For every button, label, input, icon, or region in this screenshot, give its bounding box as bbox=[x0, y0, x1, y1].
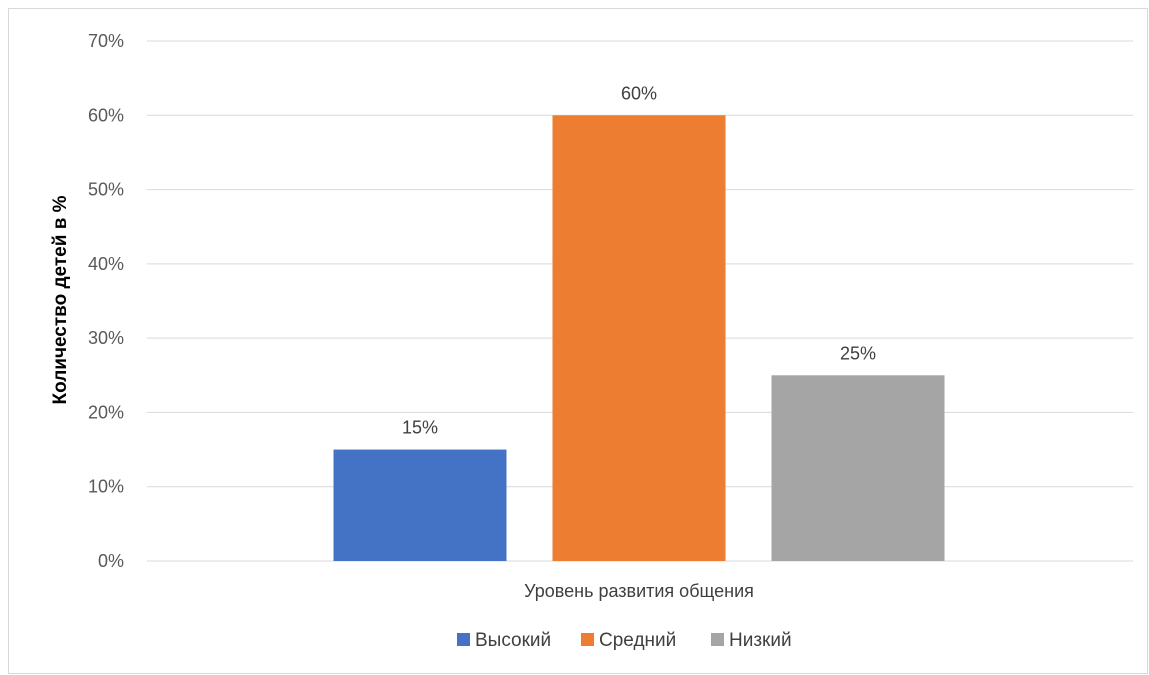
x-axis-label: Уровень развития общения bbox=[524, 581, 754, 601]
data-label: 25% bbox=[840, 343, 876, 363]
bar-2 bbox=[552, 115, 726, 562]
data-label: 15% bbox=[402, 418, 438, 438]
bar-1 bbox=[333, 449, 507, 561]
y-tick-label: 10% bbox=[88, 477, 124, 497]
y-tick-label: 20% bbox=[88, 402, 124, 422]
data-labels: 15% 60% 25% bbox=[402, 83, 876, 437]
y-tick-label: 50% bbox=[88, 180, 124, 200]
y-tick-label: 0% bbox=[98, 551, 124, 571]
data-label: 60% bbox=[621, 83, 657, 103]
y-tick-label: 70% bbox=[88, 31, 124, 51]
y-axis-label: Количество детей в % bbox=[50, 195, 71, 404]
y-axis-ticks: 0% 10% 20% 30% 40% 50% 60% 70% bbox=[88, 31, 124, 571]
y-tick-label: 60% bbox=[88, 105, 124, 125]
bar-3 bbox=[771, 375, 945, 561]
y-tick-label: 40% bbox=[88, 254, 124, 274]
bars bbox=[333, 115, 945, 562]
legend-swatch bbox=[581, 633, 594, 646]
legend-swatch bbox=[711, 633, 724, 646]
legend-label: Высокий bbox=[475, 630, 551, 651]
legend-label: Низкий bbox=[729, 630, 792, 651]
y-tick-label: 30% bbox=[88, 328, 124, 348]
legend: Высокий Средний Низкий bbox=[457, 630, 792, 651]
legend-swatch bbox=[457, 633, 470, 646]
legend-label: Средний bbox=[599, 630, 676, 651]
